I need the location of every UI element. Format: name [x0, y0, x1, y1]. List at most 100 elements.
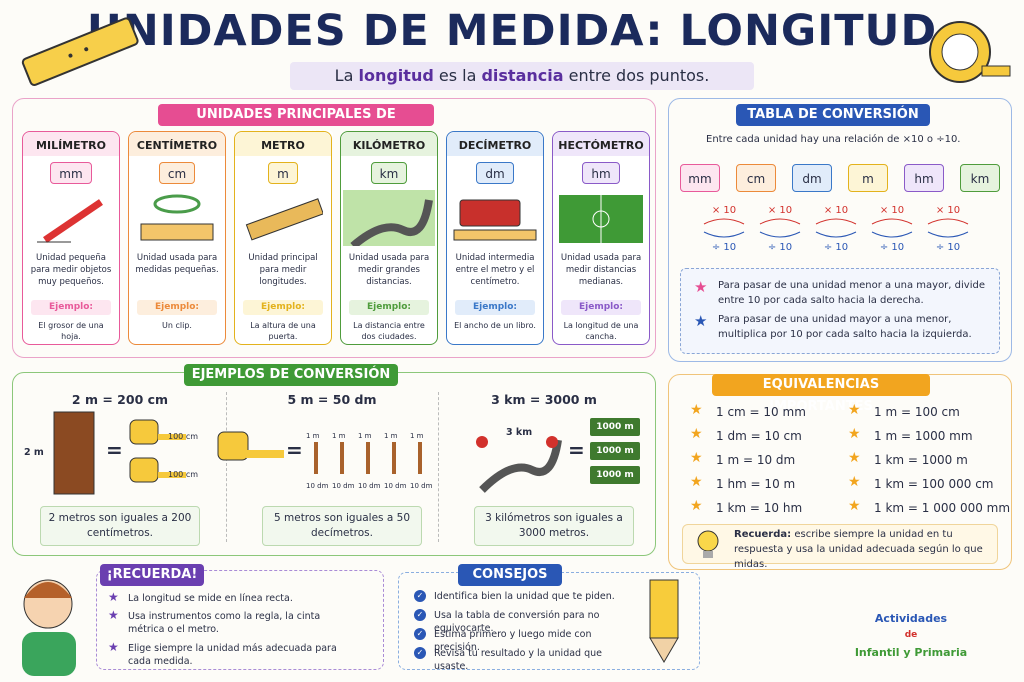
table-intro: Entre cada unidad hay una relación de ×1…: [706, 134, 961, 145]
tip-item: Usa la tabla de conversión para no equiv…: [434, 610, 600, 634]
unit-illustration: [129, 188, 225, 248]
ruler-icon: [21, 17, 139, 86]
example-label: 1 m: [410, 432, 424, 440]
arrows: [868, 216, 916, 244]
logo-line: Actividades: [874, 612, 948, 625]
note-star: ★: [694, 312, 708, 330]
unit-example: El grosor de una hoja.: [38, 321, 104, 341]
examples-title: EJEMPLOS DE CONVERSIÓN: [184, 364, 398, 386]
example-label: Ejemplo:: [561, 300, 641, 315]
road: [472, 430, 562, 498]
unit-name: KILÓMETRO: [341, 132, 437, 156]
tip-check: ✓: [414, 628, 426, 640]
unit-illustration: [447, 188, 543, 248]
tip-item: Revisa tu resultado y la unidad que usas…: [434, 648, 602, 672]
subtitle-key: longitud: [358, 66, 434, 85]
example-label: 1 m: [384, 432, 398, 440]
example-label: Ejemplo:: [137, 300, 217, 315]
unit-name: DECÍMETRO: [447, 132, 543, 156]
post: [366, 442, 370, 474]
tip-check: ✓: [414, 609, 426, 621]
unit-example: El ancho de un libro.: [454, 321, 536, 330]
divider: [226, 392, 227, 542]
example-label: 10 dm: [332, 482, 355, 490]
equivalence: 1 km = 10 hm: [716, 501, 803, 515]
example-caption: 3 kilómetros son iguales a 3000 metros.: [474, 506, 634, 546]
multiply-label: × 10: [711, 205, 737, 216]
divide-label: ÷ 10: [711, 242, 737, 253]
multiply-label: × 10: [767, 205, 793, 216]
logo-line: Infantil y Primaria: [854, 646, 968, 659]
unit-card: HECTÓMETRO hm Unidad usada para medir dist…: [552, 131, 650, 345]
example-label: 2 m: [24, 447, 44, 458]
equals: =: [106, 438, 123, 462]
unit-name: CENTÍMETRO: [129, 132, 225, 156]
unit-abbr: km: [370, 162, 408, 184]
pencil-icon: [649, 579, 679, 663]
subtitle-text: entre dos puntos.: [563, 66, 710, 85]
table-unit: km: [960, 164, 1000, 192]
unit-description: Unidad usada para medir grandes distanci…: [348, 253, 430, 287]
equivalence-star: ★: [690, 426, 703, 442]
example-label: Ejemplo:: [243, 300, 323, 315]
example-label: Ejemplo:: [31, 300, 111, 315]
unit-illustration: [235, 188, 331, 248]
note-star: ★: [694, 278, 708, 296]
tips-title: CONSEJOS: [458, 564, 562, 586]
tape-icon: [929, 21, 1011, 83]
equivalence-star: ★: [690, 474, 703, 490]
arrows: [812, 216, 860, 244]
unit-example: La distancia entre dos ciudades.: [353, 321, 425, 341]
multiply-label: × 10: [823, 205, 849, 216]
example-label: 10 dm: [306, 482, 329, 490]
example-label: 100 cm: [168, 470, 199, 479]
unit-abbr: dm: [476, 162, 514, 184]
table-title: TABLA DE CONVERSIÓN: [736, 104, 930, 126]
tapes: [128, 418, 188, 498]
post: [392, 442, 396, 474]
unit-abbr: hm: [582, 162, 620, 184]
remember-title: ¡RECUERDA!: [100, 564, 204, 586]
equivalence: 1 km = 1 000 000 mm: [874, 501, 1011, 515]
divide-label: ÷ 10: [935, 242, 961, 253]
unit-name: MILÍMETRO: [23, 132, 119, 156]
divide-label: ÷ 10: [767, 242, 793, 253]
table-note: Para pasar de una unidad menor a una may…: [718, 280, 985, 306]
example-label: 10 dm: [410, 482, 433, 490]
example-equation: 3 km = 3000 m: [491, 392, 597, 407]
unit-illustration: [341, 188, 437, 248]
remember-item: Elige siempre la unidad más adecuada par…: [128, 643, 337, 667]
unit-card: CENTÍMETRO cm Unidad usada para medidas pe…: [128, 131, 226, 345]
arrows: [700, 216, 748, 244]
unit-example: La altura de una puerta.: [250, 321, 316, 341]
reminder-label: Recuerda:: [734, 529, 792, 540]
equivalence: 1 km = 1000 m: [874, 453, 968, 467]
equivalence-star: ★: [848, 498, 861, 514]
unit-description: Unidad intermedia entre el metro y el ce…: [455, 253, 535, 287]
equivalence: 1 hm = 10 m: [716, 477, 796, 491]
post: [340, 442, 344, 474]
table-unit: cm: [736, 164, 776, 192]
post: [418, 442, 422, 474]
table-unit: hm: [904, 164, 944, 192]
unit-illustration: [553, 188, 649, 248]
remember-item: La longitud se mide en línea recta.: [128, 593, 293, 604]
equivalence: 1 km = 100 000 cm: [874, 477, 994, 491]
subtitle-key: distancia: [481, 66, 564, 85]
equivalence: 1 dm = 10 cm: [716, 429, 802, 443]
divider: [438, 392, 439, 542]
equivalence-star: ★: [848, 426, 861, 442]
unit-description: Unidad usada para medidas pequeñas.: [135, 253, 219, 275]
equivalence-star: ★: [690, 450, 703, 466]
tape: [216, 428, 286, 478]
equivalence-star: ★: [848, 450, 861, 466]
unit-name: HECTÓMETRO: [553, 132, 649, 156]
example-label: 3 km: [506, 427, 533, 438]
title: UNIDADES DE MEDIDA: LONGITUD: [86, 6, 938, 56]
example-caption: 5 metros son iguales a 50 decímetros.: [262, 506, 422, 546]
logo: Actividades de Infantil y Primaria: [846, 610, 976, 661]
tip-check: ✓: [414, 647, 426, 659]
unit-example: Un clip.: [162, 321, 192, 330]
sign: 1000 m: [590, 418, 640, 436]
